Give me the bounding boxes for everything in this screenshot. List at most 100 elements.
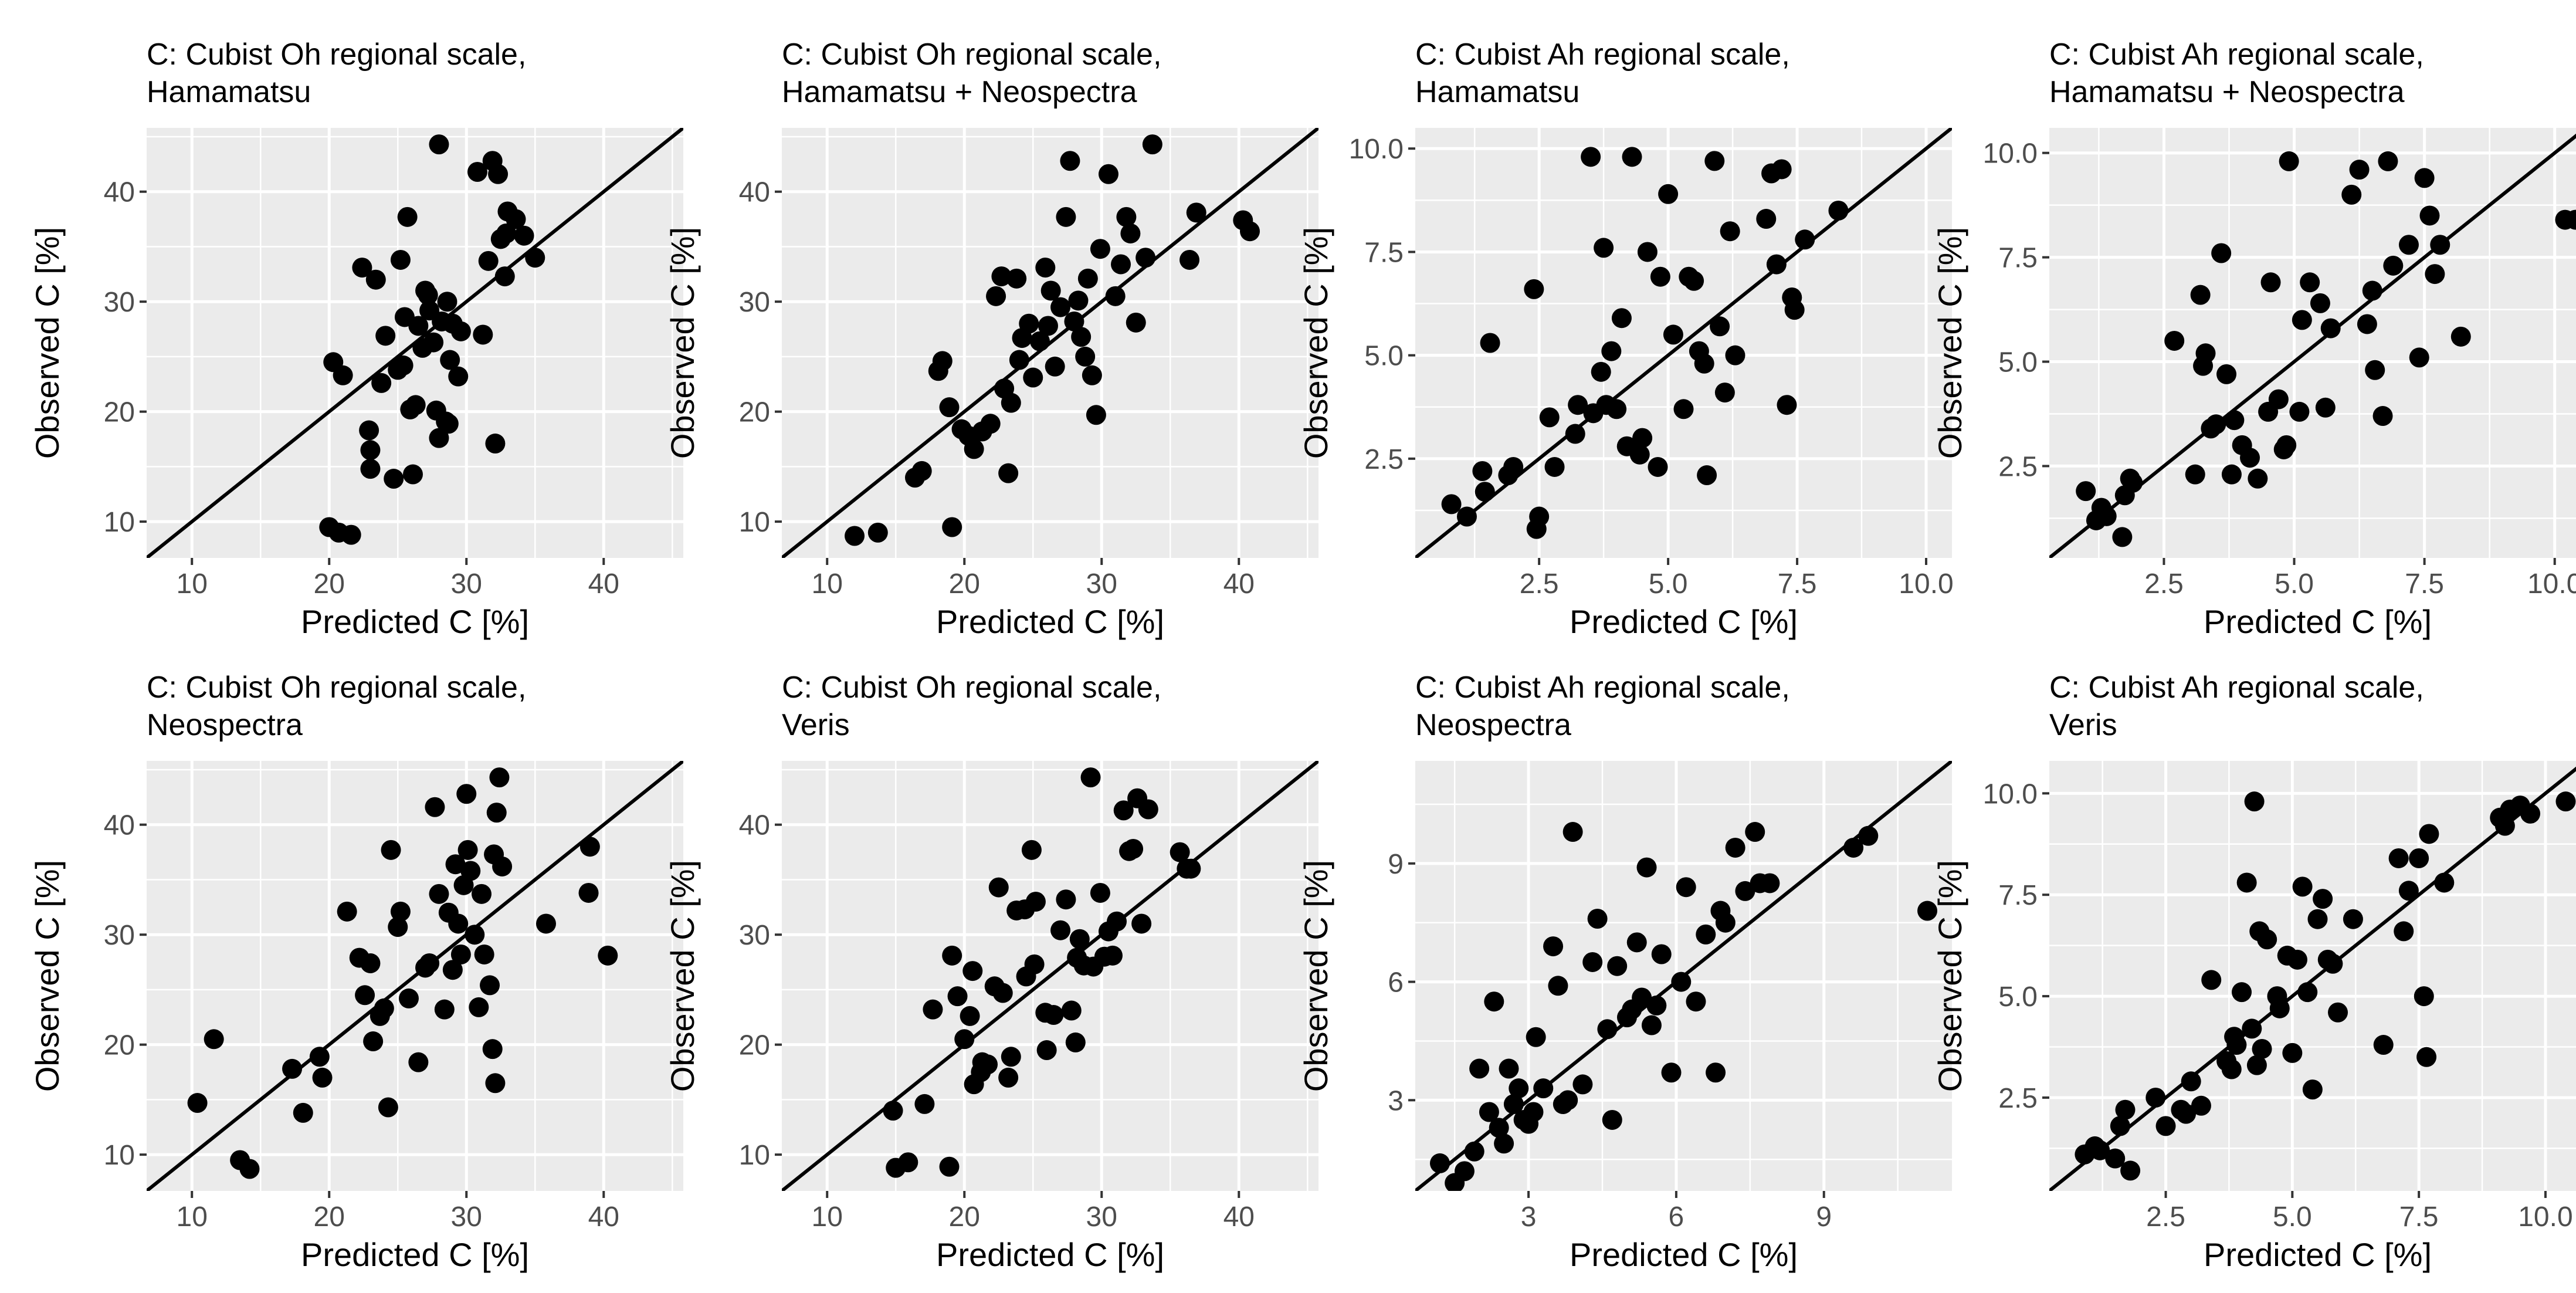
data-point bbox=[480, 975, 500, 996]
data-point bbox=[1111, 254, 1131, 275]
data-point bbox=[1601, 341, 1622, 361]
data-point bbox=[1061, 1000, 1082, 1021]
y-tick-label: 10.0 bbox=[1983, 778, 2038, 810]
x-tick-label: 40 bbox=[588, 568, 619, 600]
chart-title-line: Hamamatsu bbox=[147, 75, 311, 109]
data-point bbox=[514, 225, 534, 246]
data-point bbox=[1239, 221, 1260, 242]
data-point bbox=[2115, 1099, 2136, 1120]
data-point bbox=[525, 248, 545, 268]
data-point bbox=[1558, 1090, 1578, 1111]
chart-panel: 10 20 30 40 10 20 30 40 C: Cubist Oh regional sc… bbox=[664, 671, 1318, 1273]
data-point bbox=[1001, 392, 1021, 413]
data-point bbox=[2076, 481, 2096, 502]
data-point bbox=[2434, 872, 2455, 893]
plot-area bbox=[2049, 766, 2576, 1191]
data-point bbox=[914, 1094, 935, 1114]
data-point bbox=[2211, 243, 2232, 263]
data-point bbox=[450, 321, 471, 341]
y-tick-label: 20 bbox=[739, 397, 770, 428]
data-point bbox=[1126, 312, 1146, 333]
data-point bbox=[450, 944, 471, 964]
y-tick-label: 6 bbox=[1388, 967, 1404, 998]
data-point bbox=[1494, 1133, 1514, 1154]
data-point bbox=[355, 985, 375, 1006]
y-axis-title: Observed C [%] bbox=[1297, 860, 1334, 1092]
data-point bbox=[312, 1067, 333, 1088]
data-point bbox=[1179, 249, 1200, 270]
y-axis-title: Observed C [%] bbox=[1297, 227, 1334, 459]
data-point bbox=[911, 461, 932, 481]
data-point bbox=[942, 945, 962, 966]
data-point bbox=[1480, 333, 1500, 353]
chart-title-line: Veris bbox=[2049, 708, 2117, 742]
data-point bbox=[2357, 314, 2377, 334]
data-point bbox=[1735, 881, 1755, 901]
data-point bbox=[1116, 207, 1137, 227]
data-point bbox=[1526, 519, 1547, 539]
data-point bbox=[1697, 465, 1717, 486]
data-point bbox=[187, 1093, 208, 1113]
chart-title-line: C: Cubist Ah regional scale, bbox=[2049, 38, 2424, 72]
data-point bbox=[1710, 316, 1730, 337]
data-point bbox=[390, 249, 411, 270]
identity-line bbox=[2049, 766, 2576, 1191]
data-point bbox=[2282, 1042, 2303, 1063]
data-point bbox=[1694, 353, 1714, 374]
data-point bbox=[418, 285, 438, 305]
data-point bbox=[2112, 527, 2133, 547]
y-tick-label: 10.0 bbox=[1349, 134, 1404, 165]
data-point bbox=[1038, 316, 1058, 336]
data-point bbox=[2185, 464, 2205, 485]
x-tick-label: 10.0 bbox=[1899, 568, 1953, 600]
data-point bbox=[398, 988, 419, 1008]
data-point bbox=[1077, 268, 1098, 289]
y-tick-label: 2.5 bbox=[1998, 1083, 2038, 1114]
data-point bbox=[1106, 911, 1127, 932]
data-point bbox=[932, 351, 953, 371]
data-point bbox=[448, 366, 469, 387]
data-point bbox=[2320, 318, 2341, 339]
data-point bbox=[482, 1039, 503, 1060]
x-tick-label: 7.5 bbox=[1778, 568, 1817, 600]
data-point bbox=[457, 840, 478, 860]
y-tick-label: 7.5 bbox=[1998, 243, 2038, 274]
x-tick-label: 30 bbox=[1086, 568, 1117, 600]
x-tick-label: 7.5 bbox=[2399, 1201, 2439, 1233]
x-axis-title: Predicted C [%] bbox=[936, 1236, 1164, 1273]
data-point bbox=[445, 854, 466, 875]
data-point bbox=[1629, 444, 1650, 465]
x-axis-title: Predicted C [%] bbox=[2204, 603, 2432, 640]
data-point bbox=[1715, 912, 1736, 933]
data-point bbox=[2190, 285, 2211, 305]
chart-title-line: C: Cubist Oh regional scale, bbox=[782, 38, 1161, 72]
data-point bbox=[1725, 345, 1745, 365]
data-point bbox=[1568, 395, 1588, 415]
data-point bbox=[2341, 184, 2362, 205]
data-point bbox=[991, 266, 1012, 287]
data-point bbox=[579, 837, 600, 857]
data-point bbox=[942, 517, 962, 537]
data-point bbox=[1658, 184, 1679, 204]
data-point bbox=[1056, 207, 1076, 227]
data-point bbox=[496, 223, 517, 243]
data-point bbox=[486, 803, 507, 823]
data-point bbox=[2226, 1035, 2247, 1055]
data-point bbox=[1673, 399, 1694, 419]
data-point bbox=[1684, 270, 1704, 291]
data-point bbox=[293, 1102, 313, 1123]
data-point bbox=[2378, 151, 2398, 171]
y-tick-label: 10 bbox=[104, 1140, 135, 1171]
data-point bbox=[365, 269, 386, 290]
data-point bbox=[1029, 331, 1050, 351]
data-point bbox=[1102, 945, 1123, 966]
data-point bbox=[1001, 1047, 1021, 1067]
data-point bbox=[384, 469, 404, 489]
y-tick-label: 7.5 bbox=[1364, 237, 1404, 268]
data-point bbox=[2155, 1116, 2176, 1136]
y-tick-label: 40 bbox=[104, 177, 135, 208]
y-tick-label: 20 bbox=[104, 397, 135, 428]
data-point bbox=[474, 944, 494, 964]
data-point bbox=[1123, 838, 1144, 859]
data-point bbox=[2414, 986, 2434, 1007]
